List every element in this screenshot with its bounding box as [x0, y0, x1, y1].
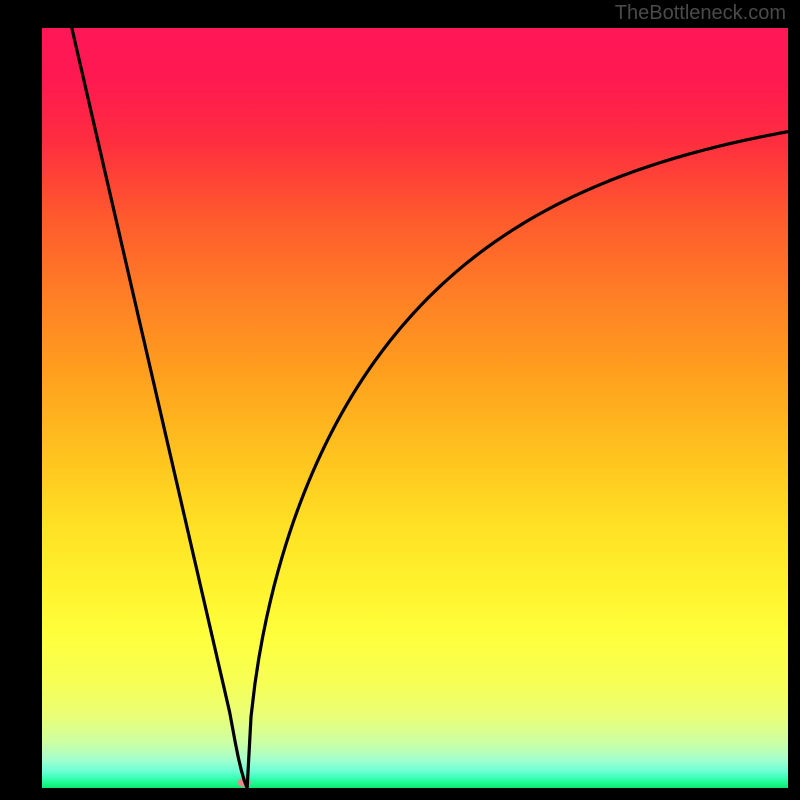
curve-layer	[42, 28, 788, 788]
bottleneck-curve	[72, 28, 788, 788]
plot-area	[42, 28, 788, 788]
chart-root: TheBottleneck.com	[0, 0, 800, 800]
watermark-text: TheBottleneck.com	[615, 2, 786, 25]
